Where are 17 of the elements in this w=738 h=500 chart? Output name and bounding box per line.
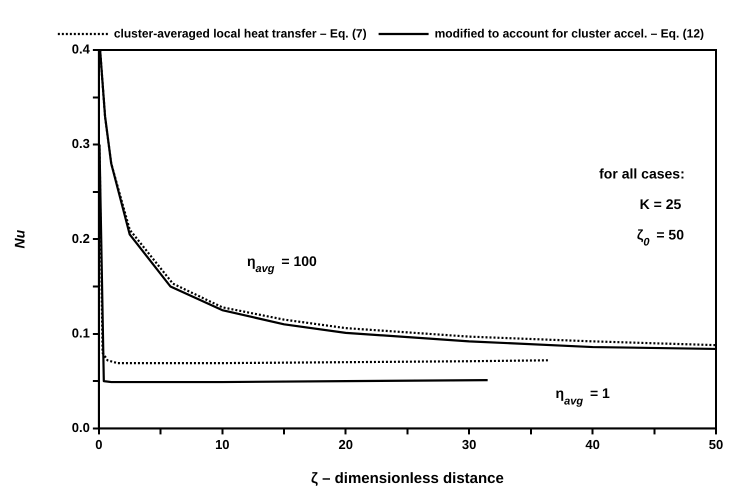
x-tick-label: 50 [708,436,724,452]
legend-label: modified to account for cluster accel. – Eq. (12) [434,26,704,40]
annotation: for all cases: [599,166,685,182]
y-tick-label: 0.2 [72,230,90,246]
y-tick-label: 0.1 [72,325,90,340]
text: 0.0 [72,420,90,435]
x-tick-label: 30 [462,436,476,452]
x-tick-label: 20 [338,436,353,452]
x-tick-label: 10 [215,436,230,452]
legend-label: cluster-averaged local heat transfer – Eq. (7) [114,26,367,40]
y-axis-title: Nu [11,229,28,249]
y-tick-label: 0.3 [72,136,90,152]
x-tick-label: 40 [585,436,600,452]
x-tick-label: 0 [95,436,102,452]
annotation: K = 25 [640,196,682,212]
x-axis-title: ζ – dimensionless distance [311,470,504,488]
y-tick-label: 0.4 [72,42,91,57]
